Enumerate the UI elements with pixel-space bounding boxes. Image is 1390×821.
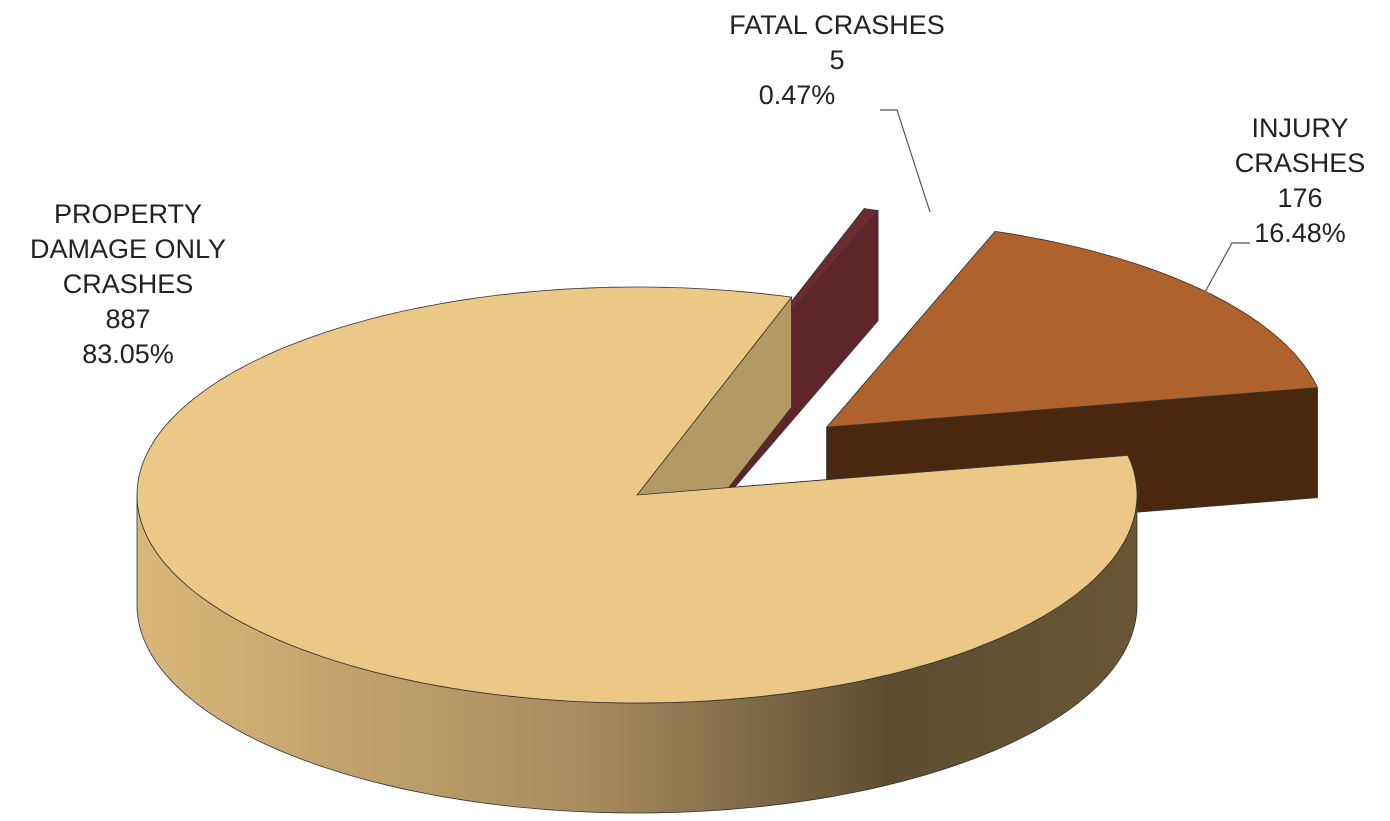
value-label: 176	[1277, 183, 1323, 213]
label-fatal: FATAL CRASHES 5 0.47%	[687, 8, 987, 113]
category-label: PROPERTY DAMAGE ONLY CRASHES	[29, 199, 227, 299]
category-label: INJURY CRASHES	[1234, 113, 1366, 178]
label-injury: INJURY CRASHES 176 16.48%	[1220, 111, 1380, 251]
slice	[136, 286, 1138, 704]
leader-line	[880, 109, 931, 213]
leader-line	[1204, 242, 1250, 293]
slice	[825, 230, 1319, 428]
slices	[136, 207, 1319, 814]
percent-label: 0.47%	[758, 80, 836, 110]
value-label: 887	[105, 304, 151, 334]
category-label: FATAL CRASHES	[729, 10, 945, 40]
percent-label: 83.05%	[82, 339, 174, 369]
percent-label: 16.48%	[1254, 218, 1346, 248]
value-label: 5	[829, 45, 845, 75]
label-property: PROPERTY DAMAGE ONLY CRASHES 887 83.05%	[3, 197, 253, 372]
